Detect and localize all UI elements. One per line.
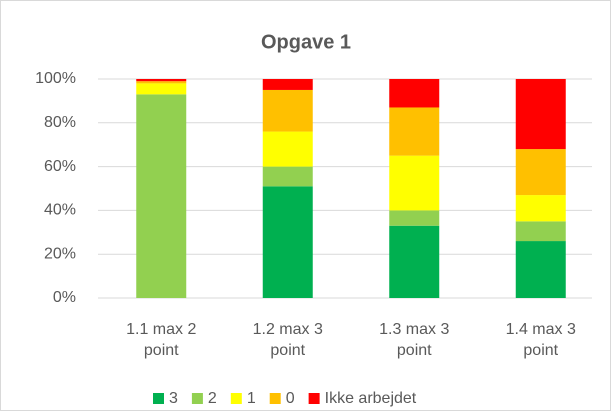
legend-label: 3 <box>169 390 178 407</box>
legend-label: 0 <box>286 390 295 407</box>
bar-segment <box>136 83 187 95</box>
bar-segment <box>136 94 187 298</box>
y-tick-label: 0% <box>53 289 76 306</box>
legend-label: Ikke arbejdet <box>325 390 417 407</box>
bar-segment <box>262 79 313 90</box>
y-tick-label: 100% <box>35 70 76 87</box>
bar-segment <box>515 195 566 222</box>
bar-segment <box>262 166 313 187</box>
y-tick-label: 40% <box>44 202 76 219</box>
y-tick-label: 60% <box>44 158 76 175</box>
x-tick-label: 1.3 max 3 point <box>379 321 450 359</box>
y-tick-label: 20% <box>44 245 76 262</box>
bar-segment <box>389 107 440 156</box>
x-tick-label: 1.1 max 2 point <box>126 321 197 359</box>
legend-label: 2 <box>208 390 217 407</box>
bar-segment <box>136 81 187 84</box>
x-tick-label: 1.2 max 3 point <box>252 321 323 359</box>
legend-label: 1 <box>247 390 256 407</box>
legend-swatch <box>230 393 242 404</box>
bar-segment <box>389 79 440 108</box>
x-tick-label: 1.4 max 3 point <box>505 321 576 359</box>
bar-segment <box>515 149 566 196</box>
bar-segment <box>136 79 187 82</box>
legend-swatch <box>308 393 320 404</box>
legend-swatch <box>191 393 203 404</box>
y-tick-label: 80% <box>44 114 76 131</box>
bar-segment <box>515 221 566 242</box>
bar-segment <box>389 155 440 211</box>
bar-segment <box>389 210 440 226</box>
bar-segment <box>515 241 566 298</box>
chart-title: Opgave 1 <box>261 31 351 53</box>
bar-segment <box>262 89 313 132</box>
bar-segment <box>515 79 566 150</box>
bar-segment <box>262 131 313 167</box>
legend-swatch <box>269 393 281 404</box>
legend-swatch <box>153 393 164 404</box>
bar-segment <box>262 186 313 298</box>
bar-segment <box>389 225 440 298</box>
